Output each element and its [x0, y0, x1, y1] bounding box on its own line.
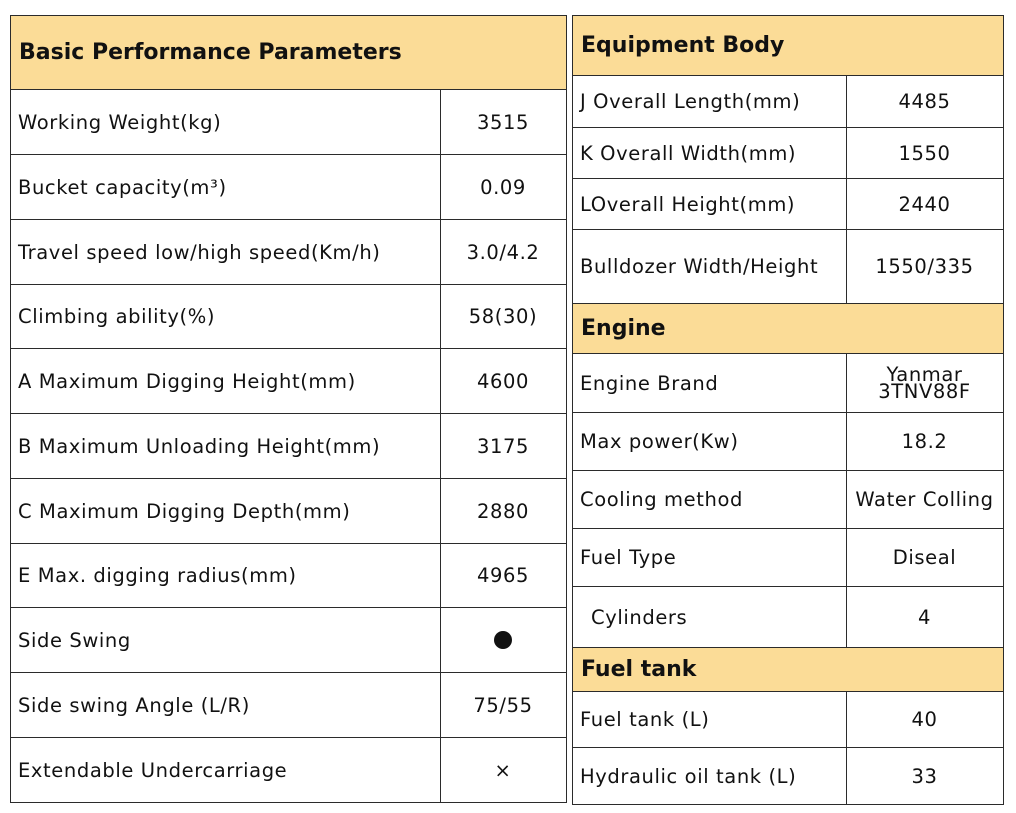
equipment-body-title: Equipment Body [581, 33, 785, 58]
table-row: Engine Brand Yanmar 3TNV88F [573, 354, 1003, 413]
engine-brand-name: Yanmar [886, 363, 963, 386]
table-row: A Maximum Digging Height(mm) 4600 [11, 349, 566, 414]
row-value: 4 [917, 605, 931, 629]
row-value: 1550 [898, 141, 951, 165]
row-label: C Maximum Digging Depth(mm) [11, 479, 441, 543]
table-row: E Max. digging radius(mm) 4965 [11, 544, 566, 608]
row-value: 40 [911, 708, 938, 731]
row-label: Fuel tank (L) [573, 692, 847, 747]
row-label: E Max. digging radius(mm) [11, 544, 441, 607]
table-row: K Overall Width(mm) 1550 [573, 128, 1003, 179]
row-label: Climbing ability(%) [11, 285, 441, 348]
row-value: 75/55 [473, 693, 533, 717]
row-value: 3175 [476, 434, 530, 458]
table-row: Fuel Type Diseal [573, 529, 1003, 587]
table-row: C Maximum Digging Depth(mm) 2880 [11, 479, 566, 544]
row-label: J Overall Length(mm) [573, 76, 847, 127]
filled-dot-icon [494, 631, 512, 649]
row-label: Max power(Kw) [573, 413, 847, 470]
table-row: Climbing ability(%) 58(30) [11, 285, 566, 349]
row-label: Side swing Angle (L/R) [11, 673, 441, 737]
table-row: Hydraulic oil tank (L) 33 [573, 748, 1003, 804]
row-label: B Maximum Unloading Height(mm) [11, 414, 441, 478]
row-label: Working Weight(kg) [11, 90, 441, 154]
table-row: Fuel tank (L) 40 [573, 692, 1003, 748]
row-label: Bucket capacity(m³) [11, 155, 441, 219]
row-value: Water Colling [855, 488, 994, 511]
row-label: Cylinders [573, 587, 847, 647]
row-label: Engine Brand [573, 354, 847, 412]
basic-performance-header: Basic Performance Parameters [11, 16, 566, 90]
engine-model: 3TNV88F [878, 380, 971, 403]
row-value: 1550/335 [875, 255, 974, 278]
row-value: Diseal [892, 546, 957, 569]
row-label: Fuel Type [573, 529, 847, 586]
row-label: Hydraulic oil tank (L) [573, 748, 847, 804]
row-value: 0.09 [480, 175, 526, 199]
engine-header: Engine [573, 303, 1003, 354]
table-row: Bucket capacity(m³) 0.09 [11, 155, 566, 220]
fuel-tank-title: Fuel tank [581, 657, 697, 682]
row-value: 2880 [476, 499, 530, 523]
row-value: 4485 [898, 90, 951, 113]
equipment-body-header: Equipment Body [573, 16, 1003, 76]
table-row: Max power(Kw) 18.2 [573, 413, 1003, 471]
basic-performance-title: Basic Performance Parameters [19, 40, 402, 65]
table-row: J Overall Length(mm) 4485 [573, 76, 1003, 128]
row-label: LOverall Height(mm) [573, 179, 847, 229]
table-row: Travel speed low/high speed(Km/h) 3.0/4.… [11, 220, 566, 285]
row-value: Yanmar 3TNV88F [846, 354, 1003, 412]
fuel-tank-header: Fuel tank [573, 647, 1003, 692]
row-label: Travel speed low/high speed(Km/h) [11, 220, 441, 284]
table-row: Cylinders 4 [573, 587, 1003, 647]
row-label: K Overall Width(mm) [573, 128, 847, 178]
row-value: 4965 [476, 564, 530, 587]
row-value: 58(30) [468, 305, 538, 328]
basic-performance-table: Basic Performance Parameters Working Wei… [10, 15, 567, 803]
table-row: Bulldozer Width/Height 1550/335 [573, 230, 1003, 303]
table-row: Working Weight(kg) 3515 [11, 90, 566, 155]
row-value: 33 [911, 764, 938, 788]
engine-title: Engine [581, 316, 666, 341]
row-value [440, 608, 566, 672]
row-label: Extendable Undercarriage [11, 738, 441, 802]
table-row: Side swing Angle (L/R) 75/55 [11, 673, 566, 738]
table-row: LOverall Height(mm) 2440 [573, 179, 1003, 230]
row-value: 2440 [898, 192, 951, 216]
row-label: A Maximum Digging Height(mm) [11, 349, 441, 413]
row-label: Side Swing [11, 608, 441, 672]
row-label: Bulldozer Width/Height [573, 230, 847, 303]
row-value: 18.2 [901, 430, 948, 453]
table-row: B Maximum Unloading Height(mm) 3175 [11, 414, 566, 479]
table-row: Extendable Undercarriage × [11, 738, 566, 802]
table-row: Cooling method Water Colling [573, 471, 1003, 529]
row-value: × [494, 758, 512, 782]
row-value: 3515 [476, 110, 530, 134]
row-value: 3.0/4.2 [466, 240, 540, 264]
table-row: Side Swing [11, 608, 566, 673]
specifications-table: Equipment Body J Overall Length(mm) 4485… [572, 15, 1004, 805]
row-label: Cooling method [573, 471, 847, 528]
row-value: 4600 [476, 369, 530, 393]
